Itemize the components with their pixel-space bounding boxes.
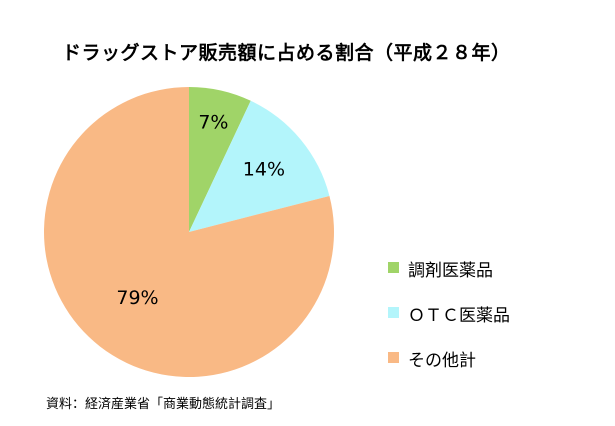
pie-slice-otc-drugs [189, 100, 330, 232]
chart-title: ドラッグストア販売額に占める割合（平成２８年） [62, 42, 511, 64]
data-label-otc-drugs: 14% [243, 159, 285, 181]
data-label-other: 79% [116, 287, 158, 309]
legend-label: その他計 [408, 351, 476, 371]
legend-swatch [388, 352, 399, 363]
legend-swatch [388, 307, 399, 318]
data-label-dispensing-drugs: 7% [198, 112, 228, 134]
pie-slice-dispensing-drugs [189, 86, 251, 232]
legend-label: 調剤医薬品 [408, 261, 493, 281]
pie-slice-other [43, 87, 334, 378]
source-note: 資料：経済産業省「商業動態統計調査」 [46, 397, 281, 412]
legend-swatch [388, 262, 399, 273]
legend-label: ＯＴＣ医薬品 [408, 306, 510, 326]
